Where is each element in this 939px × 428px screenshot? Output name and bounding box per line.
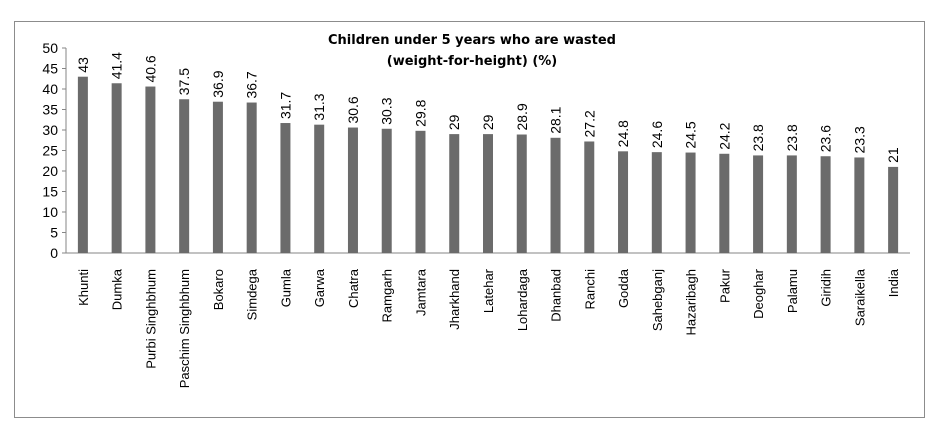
y-tick-label: 50 bbox=[42, 40, 58, 56]
bars-group bbox=[77, 76, 899, 254]
chart-title-line-1: Children under 5 years who are wasted bbox=[328, 33, 616, 48]
y-tick-label: 15 bbox=[42, 184, 58, 200]
bar bbox=[77, 76, 88, 253]
bar bbox=[483, 134, 493, 253]
bar bbox=[584, 141, 595, 253]
bar bbox=[888, 166, 899, 253]
data-label: 28.1 bbox=[548, 106, 564, 133]
bar bbox=[685, 152, 696, 253]
data-label: 40.6 bbox=[142, 55, 158, 82]
category-label: Khunti bbox=[76, 269, 91, 306]
category-label: Godda bbox=[616, 268, 631, 308]
y-tick-label: 25 bbox=[42, 143, 58, 159]
data-label: 29 bbox=[446, 114, 462, 130]
category-label: Purbi Singhbhum bbox=[143, 269, 158, 369]
category-label: Hazaribagh bbox=[684, 269, 699, 336]
bar bbox=[449, 134, 460, 253]
bar bbox=[111, 83, 122, 253]
bar bbox=[347, 127, 358, 253]
data-label: 27.2 bbox=[581, 110, 597, 137]
category-label: Bokaro bbox=[211, 269, 226, 310]
data-label: 24.8 bbox=[615, 120, 631, 147]
bar bbox=[516, 134, 527, 253]
y-tick-label: 40 bbox=[42, 81, 58, 97]
category-label: Garwa bbox=[312, 268, 327, 307]
data-label: 21 bbox=[885, 147, 901, 163]
category-label: Sahebganj bbox=[650, 269, 665, 331]
bar bbox=[415, 130, 426, 253]
data-label: 31.3 bbox=[311, 93, 327, 120]
data-label: 23.6 bbox=[818, 125, 834, 152]
data-label: 23.8 bbox=[784, 124, 800, 151]
category-label: Palamu bbox=[785, 269, 800, 313]
data-label: 23.8 bbox=[750, 124, 766, 151]
category-label: India bbox=[886, 268, 901, 297]
data-label: 24.6 bbox=[649, 121, 665, 148]
data-label: 29 bbox=[480, 114, 496, 130]
bar bbox=[719, 153, 730, 253]
bar bbox=[381, 128, 392, 253]
bar bbox=[550, 137, 561, 253]
y-tick-label: 35 bbox=[42, 102, 58, 118]
category-label: Dumka bbox=[110, 268, 125, 310]
data-labels-group: 43 41.4 40.6 37.5 36.9 36.7 31.7 31.3 30.6 30.3 29… bbox=[75, 52, 901, 163]
data-label: 31.7 bbox=[277, 92, 293, 119]
y-tick-label: 45 bbox=[42, 61, 58, 77]
chart-title-line-2: (weight-for-height) (%) bbox=[387, 54, 557, 69]
category-label: Dhanbad bbox=[549, 269, 564, 322]
bar-chart: Children under 5 years who are wasted (w… bbox=[42, 33, 910, 388]
category-label: Chatra bbox=[346, 268, 361, 308]
category-label: Jamtara bbox=[413, 268, 428, 316]
bar bbox=[145, 86, 156, 253]
bar bbox=[179, 99, 190, 253]
category-label: Gumla bbox=[278, 268, 293, 307]
data-label: 36.9 bbox=[210, 70, 226, 97]
bar bbox=[314, 124, 325, 253]
category-label: Lohardaga bbox=[515, 268, 530, 331]
category-labels-group: Khunti Dumka Purbi Singhbhum Paschim Singhb… bbox=[76, 268, 901, 388]
data-label: 30.3 bbox=[379, 97, 395, 124]
data-label: 30.6 bbox=[345, 96, 361, 123]
data-label: 37.5 bbox=[176, 68, 192, 95]
data-label: 24.5 bbox=[683, 121, 699, 148]
data-label: 36.7 bbox=[244, 71, 260, 98]
data-label: 29.8 bbox=[412, 99, 428, 126]
data-label: 41.4 bbox=[109, 52, 125, 79]
bar bbox=[753, 155, 764, 253]
category-label: Deoghar bbox=[751, 268, 766, 319]
category-label: Jharkhand bbox=[447, 269, 462, 330]
bar bbox=[280, 123, 291, 253]
category-label: Ranchi bbox=[582, 269, 597, 310]
bar bbox=[854, 157, 865, 253]
data-label: 43 bbox=[75, 57, 91, 73]
bar bbox=[212, 101, 223, 254]
y-tick-label: 10 bbox=[42, 204, 58, 220]
y-tick-label: 0 bbox=[50, 245, 58, 261]
y-tick-label: 5 bbox=[50, 225, 58, 241]
category-label: Pakur bbox=[717, 268, 732, 303]
bar bbox=[820, 156, 831, 253]
category-label: Giridih bbox=[819, 269, 834, 307]
category-label: Simdega bbox=[245, 268, 260, 320]
category-label: Ramgarh bbox=[380, 269, 395, 322]
bar bbox=[246, 102, 257, 253]
category-label: Paschim Singhbhum bbox=[177, 269, 192, 388]
data-label: 23.3 bbox=[851, 126, 867, 153]
category-label: Saraikella bbox=[852, 268, 867, 326]
category-label: Latehar bbox=[481, 268, 496, 313]
bar bbox=[786, 155, 797, 253]
y-axis-ticks: 0 5 10 15 20 25 30 35 40 45 50 bbox=[42, 40, 66, 261]
y-tick-label: 30 bbox=[42, 122, 58, 138]
data-label: 24.2 bbox=[716, 122, 732, 149]
data-label: 28.9 bbox=[514, 103, 530, 130]
bar bbox=[618, 151, 629, 253]
bar bbox=[651, 152, 662, 253]
y-tick-label: 20 bbox=[42, 163, 58, 179]
chart-frame: Children under 5 years who are wasted (w… bbox=[14, 21, 925, 418]
